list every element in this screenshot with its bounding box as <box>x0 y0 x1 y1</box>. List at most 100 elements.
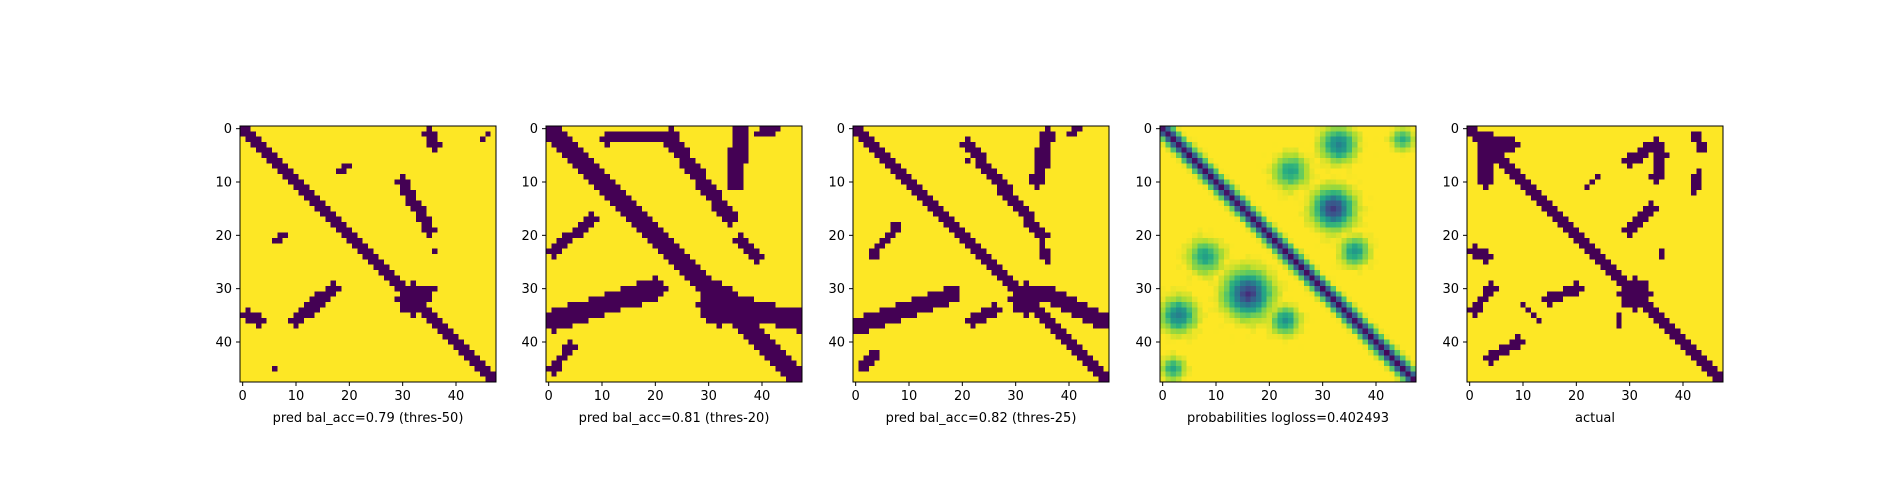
heatmap-cell <box>770 281 776 287</box>
heatmap-cell <box>272 291 278 297</box>
heatmap-cell <box>341 249 347 255</box>
heatmap-cell <box>347 131 353 137</box>
heatmap-cell <box>261 169 267 175</box>
heatmap-cell <box>448 371 454 377</box>
heatmap-cell <box>775 307 781 313</box>
heatmap-cell <box>277 329 283 335</box>
heatmap-cell <box>1040 137 1046 143</box>
heatmap-cell <box>1034 153 1040 159</box>
heatmap-cell <box>251 206 257 212</box>
heatmap-cell <box>347 211 353 217</box>
heatmap-cell <box>573 195 579 201</box>
heatmap-cell <box>416 345 422 351</box>
heatmap-cell <box>722 137 728 143</box>
heatmap-cell <box>551 366 557 372</box>
heatmap-cell <box>448 137 454 143</box>
heatmap-cell <box>485 286 491 292</box>
heatmap-cell <box>679 366 685 372</box>
heatmap-cell <box>546 361 552 367</box>
heatmap-cell <box>309 243 315 249</box>
heatmap-cell <box>642 366 648 372</box>
heatmap-cell <box>701 254 707 260</box>
heatmap-cell <box>594 158 600 164</box>
heatmap-cell <box>599 339 605 345</box>
heatmap-cell <box>459 286 465 292</box>
heatmap-cell <box>437 371 443 377</box>
heatmap-cell <box>637 222 643 228</box>
heatmap-cell <box>421 254 427 260</box>
heatmap-cell <box>411 291 417 297</box>
heatmap-cell <box>288 126 294 132</box>
heatmap-cell <box>938 142 944 148</box>
heatmap-cell <box>674 286 680 292</box>
heatmap-cell <box>965 137 971 143</box>
heatmap-cell <box>573 190 579 196</box>
y-tick-label: 20 <box>215 229 232 244</box>
heatmap-cell <box>363 361 369 367</box>
heatmap-cell <box>679 217 685 223</box>
heatmap-cell <box>261 270 267 276</box>
heatmap-cell <box>775 222 781 228</box>
heatmap-cell <box>679 275 685 281</box>
heatmap-cell <box>485 137 491 143</box>
heatmap-cell <box>469 254 475 260</box>
heatmap-cell <box>701 302 707 308</box>
heatmap-cell <box>754 158 760 164</box>
heatmap-cell <box>448 233 454 239</box>
heatmap-cell <box>647 153 653 159</box>
heatmap-cell <box>416 275 422 281</box>
heatmap-cell <box>743 323 749 329</box>
heatmap-cell <box>368 259 374 265</box>
heatmap-cell <box>663 291 669 297</box>
heatmap-cell <box>256 195 262 201</box>
heatmap-cell <box>663 366 669 372</box>
heatmap-cell <box>976 147 982 153</box>
heatmap-cell <box>567 361 573 367</box>
heatmap-cell <box>315 307 321 313</box>
heatmap-cell <box>685 131 691 137</box>
heatmap-cell <box>546 355 552 361</box>
heatmap-cell <box>1018 158 1024 164</box>
heatmap-cell <box>685 158 691 164</box>
heatmap-cell <box>626 361 632 367</box>
heatmap-cell <box>299 217 305 223</box>
heatmap-cell <box>717 339 723 345</box>
heatmap-cell <box>448 355 454 361</box>
heatmap-cell <box>1056 142 1062 148</box>
heatmap-cell <box>711 126 717 132</box>
heatmap-cell <box>642 254 648 260</box>
heatmap-cell <box>717 361 723 367</box>
heatmap-cell <box>695 174 701 180</box>
heatmap-cell <box>1061 126 1067 132</box>
heatmap-cell <box>304 254 310 260</box>
heatmap-cell <box>722 270 728 276</box>
heatmap-cell <box>469 174 475 180</box>
heatmap-cell <box>791 238 797 244</box>
heatmap-cell <box>695 323 701 329</box>
heatmap-cell <box>411 126 417 132</box>
heatmap-cell <box>986 126 992 132</box>
heatmap-cell <box>701 259 707 265</box>
heatmap-cell <box>786 350 792 356</box>
heatmap-cell <box>615 211 621 217</box>
heatmap-cell <box>379 286 385 292</box>
heatmap-cell <box>589 179 595 185</box>
heatmap-cell <box>240 281 246 287</box>
heatmap-cell <box>256 297 262 303</box>
heatmap-cell <box>432 334 438 340</box>
heatmap-cell <box>786 233 792 239</box>
heatmap-cell <box>653 371 659 377</box>
heatmap-cell <box>589 366 595 372</box>
heatmap-cell <box>765 339 771 345</box>
heatmap-cell <box>288 147 294 153</box>
heatmap-cell <box>938 131 944 137</box>
heatmap-cell <box>485 366 491 372</box>
heatmap-cell <box>384 249 390 255</box>
heatmap-cell <box>743 147 749 153</box>
heatmap-cell <box>615 142 621 148</box>
heatmap-cell <box>459 329 465 335</box>
heatmap-cell <box>389 238 395 244</box>
heatmap-cell <box>583 313 589 319</box>
heatmap-cell <box>663 339 669 345</box>
heatmap-cell <box>615 334 621 340</box>
